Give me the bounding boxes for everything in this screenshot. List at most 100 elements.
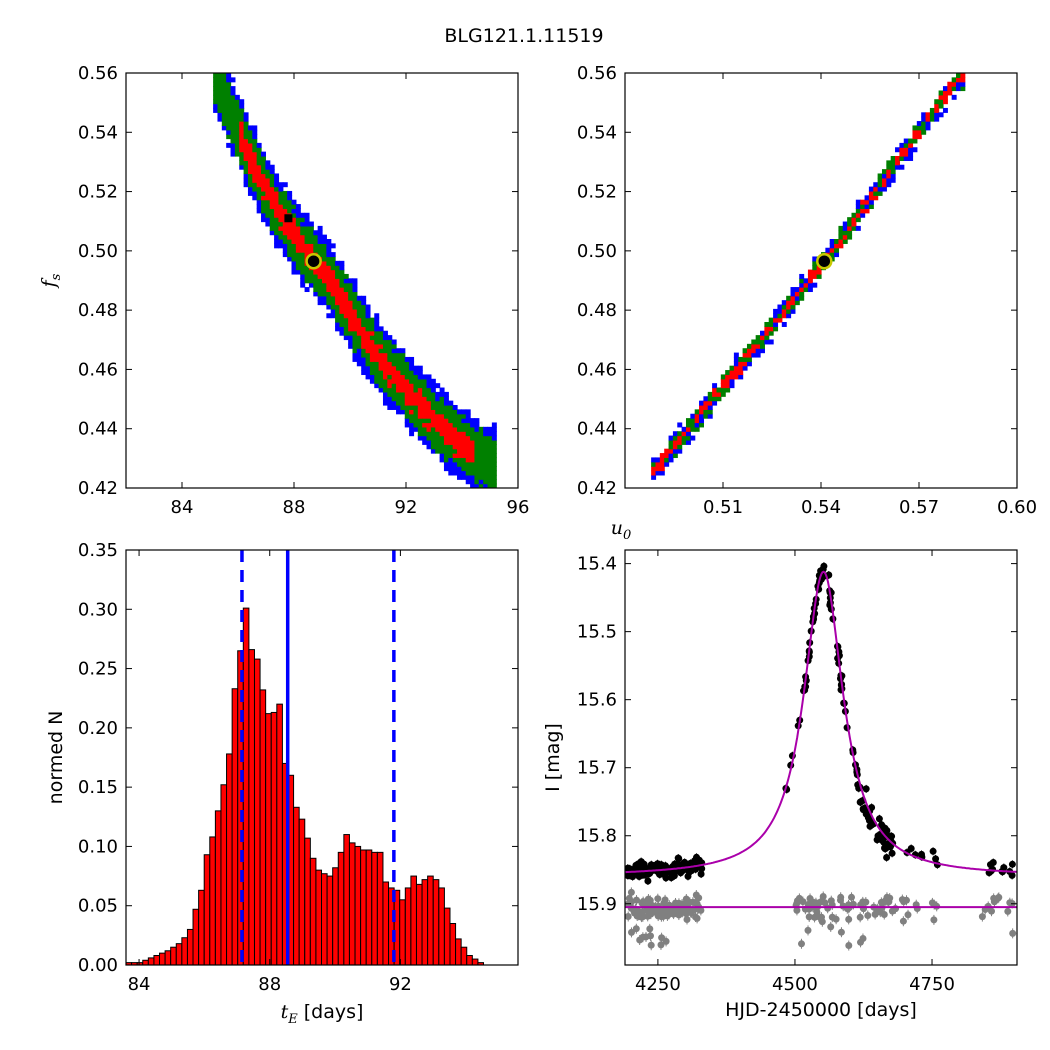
heat-cell-2sigma — [417, 426, 423, 432]
heat-cell-2sigma — [413, 418, 419, 424]
histogram-bar — [231, 688, 239, 965]
heat-cell-1sigma — [348, 304, 354, 310]
heat-cell-2sigma — [382, 387, 388, 393]
heat-cell-2sigma — [409, 418, 415, 424]
heat-cell-1sigma — [404, 391, 410, 397]
heat-cell-1sigma — [951, 81, 957, 87]
heat-cell-1sigma — [465, 435, 471, 441]
data-point — [819, 565, 827, 573]
heat-cell-1sigma — [417, 405, 423, 410]
heat-cell-1sigma — [261, 186, 266, 192]
heat-cell-2sigma — [487, 470, 493, 476]
heat-cell-1sigma — [873, 195, 879, 201]
heat-cell-3sigma — [295, 208, 301, 214]
heat-cell-3sigma — [461, 474, 467, 480]
heat-cell-2sigma — [474, 470, 480, 476]
histogram-bar — [276, 703, 283, 965]
heat-cell-1sigma — [868, 190, 874, 196]
residual-point — [899, 917, 907, 925]
heat-cell-2sigma — [908, 138, 914, 144]
heat-cell-1sigma — [668, 448, 674, 454]
data-point — [888, 849, 896, 857]
heat-cell-3sigma — [855, 225, 861, 231]
histogram-bar — [315, 869, 323, 965]
heat-cell-2sigma — [378, 339, 384, 345]
heat-cell-2sigma — [374, 361, 380, 367]
heat-cell-3sigma — [829, 243, 835, 249]
heat-cell-1sigma — [252, 156, 258, 161]
heat-cell-1sigma — [426, 426, 432, 432]
heat-cell-1sigma — [938, 94, 944, 100]
heat-cell-3sigma — [457, 470, 462, 476]
heat-cell-3sigma — [213, 107, 219, 113]
heat-cell-2sigma — [677, 431, 683, 437]
heat-cell-1sigma — [382, 361, 388, 367]
heat-cell-3sigma — [465, 413, 471, 419]
heat-cell-1sigma — [304, 243, 310, 249]
heat-cell-1sigma — [733, 365, 739, 371]
heat-cell-3sigma — [335, 326, 341, 332]
heat-cell-1sigma — [252, 160, 258, 166]
heat-cell-2sigma — [247, 134, 253, 140]
heat-cell-3sigma — [699, 418, 704, 424]
heat-cell-1sigma — [356, 330, 362, 336]
heat-cell-2sigma — [430, 400, 436, 406]
heat-cell-3sigma — [668, 453, 674, 459]
heat-cell-1sigma — [335, 291, 341, 297]
heat-cell-2sigma — [443, 444, 449, 450]
heat-cell-2sigma — [234, 112, 240, 118]
heat-cell-2sigma — [890, 156, 896, 161]
heat-cell-1sigma — [243, 138, 249, 144]
heat-cell-1sigma — [426, 400, 432, 406]
heat-cell-3sigma — [864, 204, 870, 210]
heat-cell-2sigma — [226, 94, 232, 100]
heat-cell-3sigma — [261, 212, 266, 218]
heat-cell-2sigma — [243, 164, 249, 170]
heat-cell-1sigma — [881, 177, 887, 183]
heat-cell-2sigma — [781, 304, 787, 310]
heat-cell-2sigma — [457, 426, 462, 432]
heat-cell-1sigma — [409, 387, 415, 393]
heat-cell-2sigma — [938, 90, 944, 96]
heat-cell-2sigma — [322, 256, 327, 262]
heat-cell-2sigma — [221, 107, 227, 113]
heat-cell-3sigma — [400, 348, 406, 354]
heat-cell-3sigma — [391, 405, 397, 410]
heat-cell-1sigma — [651, 470, 657, 476]
heat-cell-1sigma — [400, 387, 406, 393]
heat-cell-2sigma — [960, 86, 966, 92]
heat-cell-1sigma — [773, 317, 779, 323]
heat-cell-2sigma — [339, 282, 345, 288]
heat-cell-1sigma — [374, 343, 380, 349]
fs-vs-tE-panel: 84 88 92 960.420.440.460.480.500.520.540.56… — [38, 63, 529, 518]
data-point — [873, 836, 881, 844]
heat-cell-2sigma — [213, 99, 219, 105]
heat-cell-1sigma — [908, 142, 914, 148]
heat-cell-2sigma — [725, 370, 731, 376]
heat-cell-2sigma — [768, 322, 774, 327]
heat-cell-2sigma — [322, 252, 327, 258]
heat-cell-1sigma — [816, 265, 822, 271]
heat-cell-2sigma — [448, 405, 454, 410]
heat-cell-3sigma — [265, 160, 271, 166]
heat-cell-3sigma — [448, 470, 454, 476]
heat-cell-1sigma — [269, 186, 275, 192]
heat-cell-2sigma — [256, 160, 262, 166]
heat-cell-1sigma — [895, 160, 900, 166]
heat-cell-2sigma — [217, 81, 223, 87]
heat-cell-1sigma — [278, 225, 284, 231]
heat-cell-3sigma — [912, 147, 918, 153]
heat-cell-1sigma — [448, 431, 454, 437]
heat-cell-3sigma — [886, 182, 892, 188]
heat-cell-3sigma — [404, 356, 410, 362]
heat-cell-1sigma — [659, 457, 665, 463]
residual-point — [844, 904, 852, 912]
heat-cell-3sigma — [396, 348, 401, 354]
heat-cell-3sigma — [369, 374, 375, 380]
heat-cell-3sigma — [842, 221, 848, 227]
heat-cell-2sigma — [243, 129, 249, 135]
heat-cell-2sigma — [474, 461, 480, 467]
heat-cell-2sigma — [413, 409, 419, 415]
heat-cell-2sigma — [452, 409, 458, 415]
data-point — [662, 874, 670, 882]
